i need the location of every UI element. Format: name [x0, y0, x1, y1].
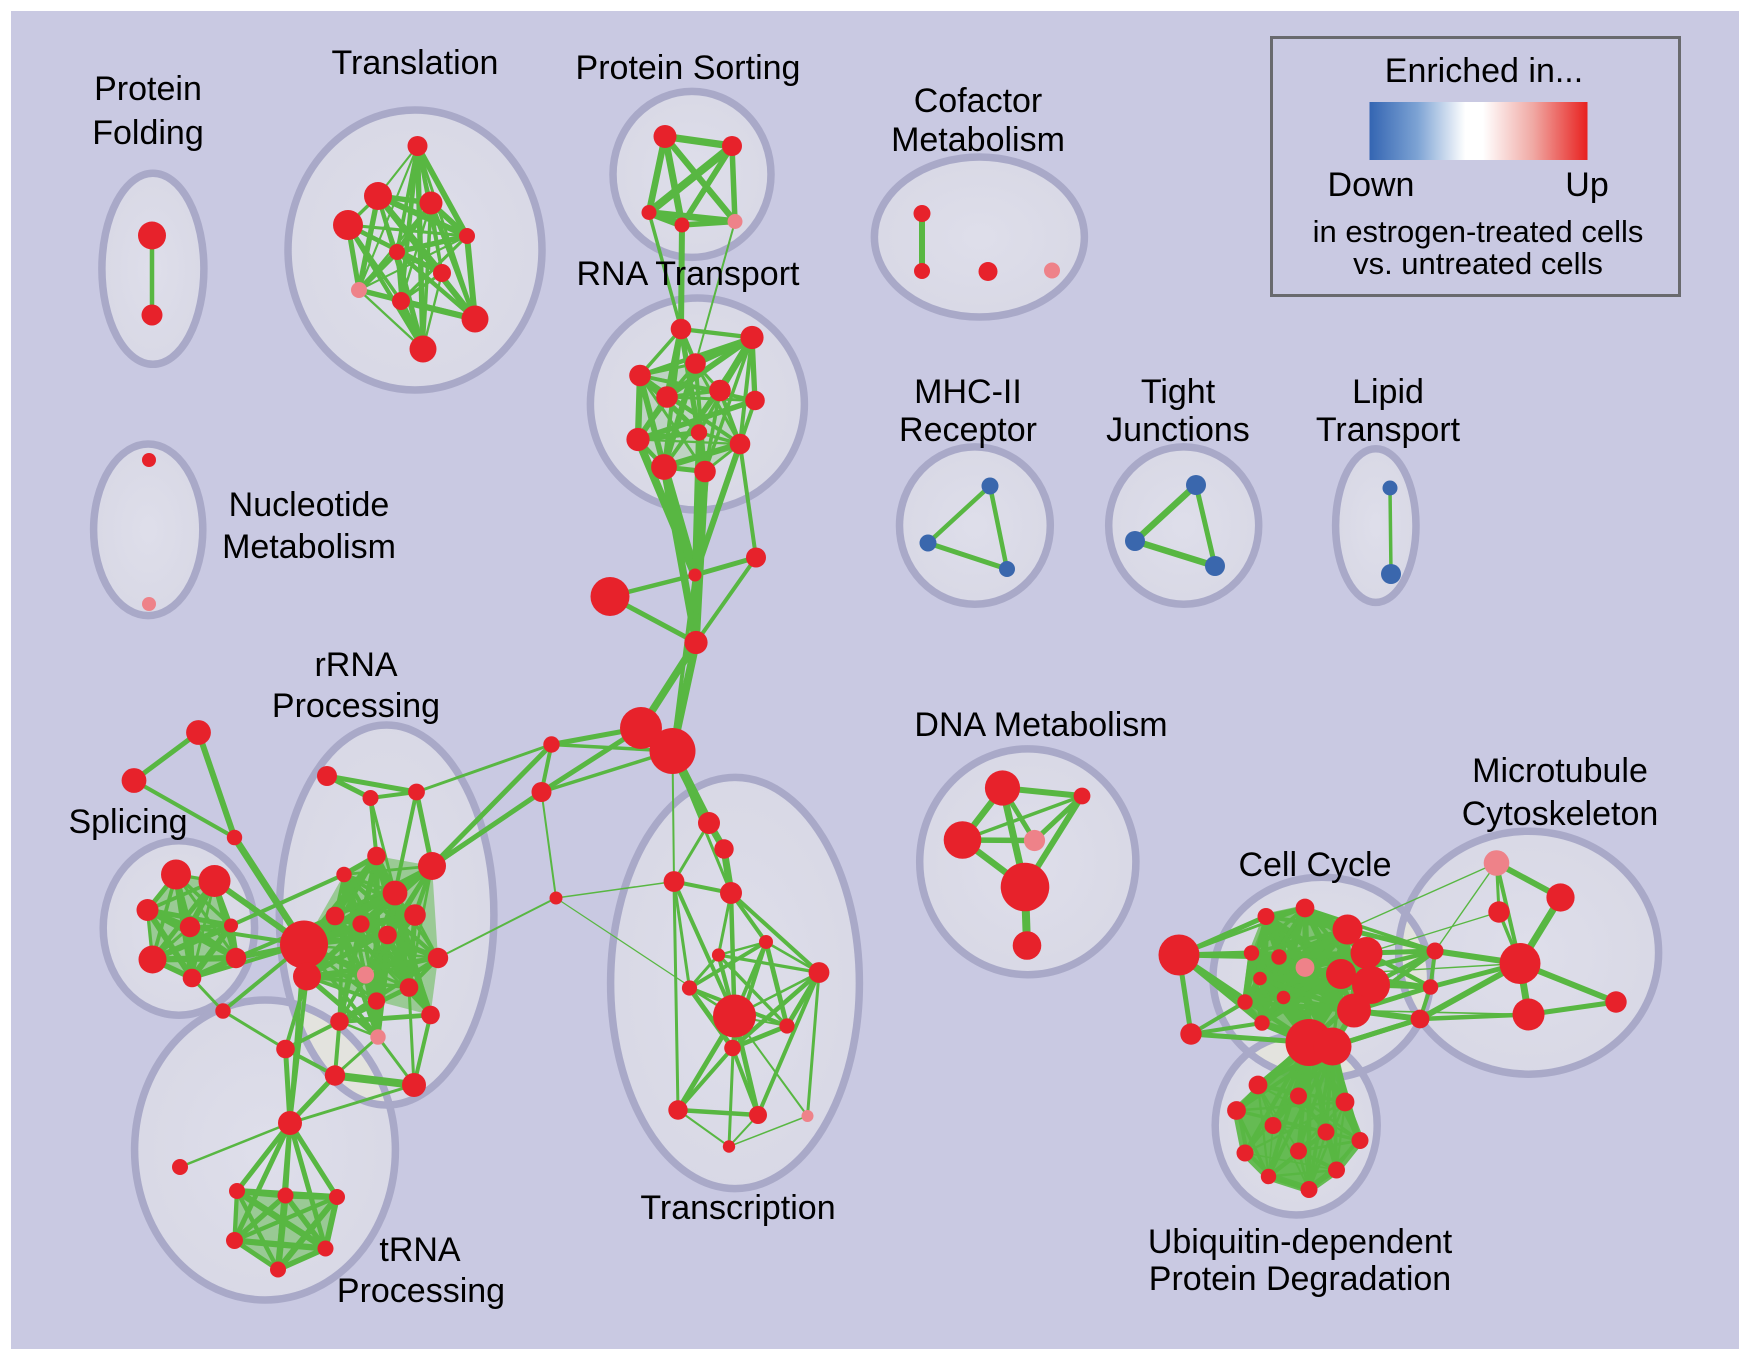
svg-text:Processing: Processing — [337, 1272, 505, 1310]
svg-text:Transcription: Transcription — [640, 1189, 835, 1227]
svg-text:Cytoskeleton: Cytoskeleton — [1462, 795, 1659, 833]
svg-text:DNA Metabolism: DNA Metabolism — [914, 706, 1167, 744]
svg-text:vs. untreated cells: vs. untreated cells — [1353, 246, 1603, 281]
svg-text:Tight: Tight — [1141, 373, 1216, 411]
svg-text:Protein Degradation: Protein Degradation — [1149, 1260, 1451, 1298]
svg-text:in estrogen-treated cells: in estrogen-treated cells — [1313, 214, 1644, 249]
svg-text:MHC-II: MHC-II — [914, 373, 1022, 411]
svg-text:Protein Sorting: Protein Sorting — [576, 49, 801, 87]
svg-text:Splicing: Splicing — [68, 803, 187, 841]
svg-text:Cofactor: Cofactor — [914, 82, 1043, 120]
svg-text:tRNA: tRNA — [379, 1231, 461, 1269]
svg-text:Receptor: Receptor — [899, 411, 1037, 449]
svg-text:Transport: Transport — [1316, 411, 1461, 449]
svg-text:Metabolism: Metabolism — [891, 121, 1065, 159]
svg-text:Metabolism: Metabolism — [222, 528, 396, 566]
svg-text:Protein: Protein — [94, 70, 202, 108]
svg-text:Cell Cycle: Cell Cycle — [1238, 846, 1391, 884]
svg-text:Nucleotide: Nucleotide — [229, 486, 390, 524]
svg-text:Ubiquitin-dependent: Ubiquitin-dependent — [1148, 1223, 1453, 1261]
svg-text:rRNA: rRNA — [314, 646, 397, 684]
svg-text:Down: Down — [1328, 166, 1415, 204]
svg-text:Translation: Translation — [332, 44, 499, 82]
svg-text:Folding: Folding — [92, 114, 204, 152]
svg-text:RNA Transport: RNA Transport — [577, 255, 801, 293]
svg-text:Enriched in...: Enriched in... — [1385, 52, 1583, 90]
svg-text:Junctions: Junctions — [1106, 411, 1250, 449]
svg-text:Processing: Processing — [272, 687, 440, 725]
svg-text:Up: Up — [1565, 166, 1608, 204]
svg-text:Lipid: Lipid — [1352, 373, 1424, 411]
svg-text:Microtubule: Microtubule — [1472, 752, 1648, 790]
